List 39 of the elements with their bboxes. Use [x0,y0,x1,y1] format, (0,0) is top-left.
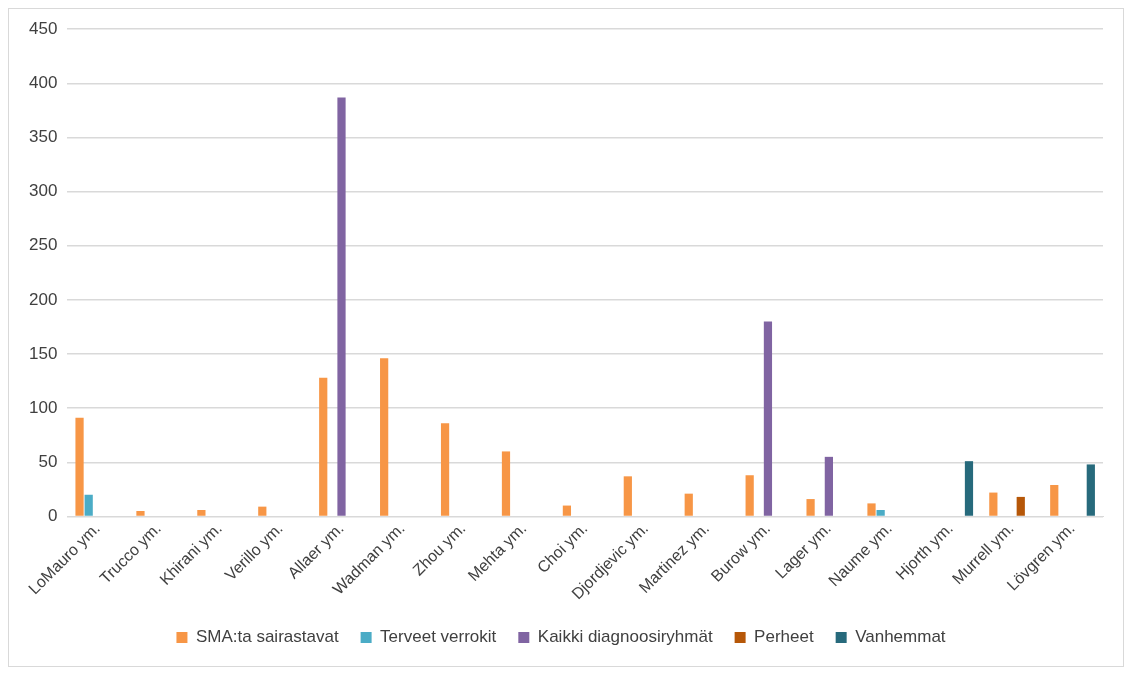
y-tick-label: 450 [28,18,58,38]
bar [319,377,328,516]
bar [501,451,511,516]
legend-label: Kaikki diagnoosiryhmät [537,627,713,647]
y-tick-label: 350 [28,127,58,147]
bar [258,506,267,516]
y-tick-label: 100 [28,397,58,417]
bar [745,475,754,516]
bar [623,476,632,516]
bar [440,423,450,516]
y-tick-label: 150 [28,343,58,363]
bar [876,509,885,516]
bar [75,417,84,516]
bar [337,97,346,516]
bar [684,493,693,516]
bar [84,494,93,516]
bar [867,503,876,516]
y-tick-label: 50 [38,451,58,471]
y-tick-label: 300 [28,181,58,201]
bar [964,461,974,516]
y-tick-label: 250 [28,235,58,255]
bar [197,509,206,516]
legend-label: SMA:ta sairastavat [195,627,339,647]
bar [1086,464,1095,516]
bar [136,510,145,516]
bar [1016,496,1025,516]
bar [989,492,998,516]
bar [806,499,815,516]
y-tick-label: 0 [47,506,58,526]
bar [1050,484,1059,516]
legend-label: Terveet verrokit [380,627,497,647]
bar [562,505,572,516]
bar [824,456,833,516]
y-tick-label: 200 [28,289,58,309]
legend-label: Vanhemmat [855,627,946,647]
bar [763,321,773,516]
y-tick-label: 400 [28,73,58,93]
legend-label: Perheet [754,627,814,647]
bar [380,358,389,516]
